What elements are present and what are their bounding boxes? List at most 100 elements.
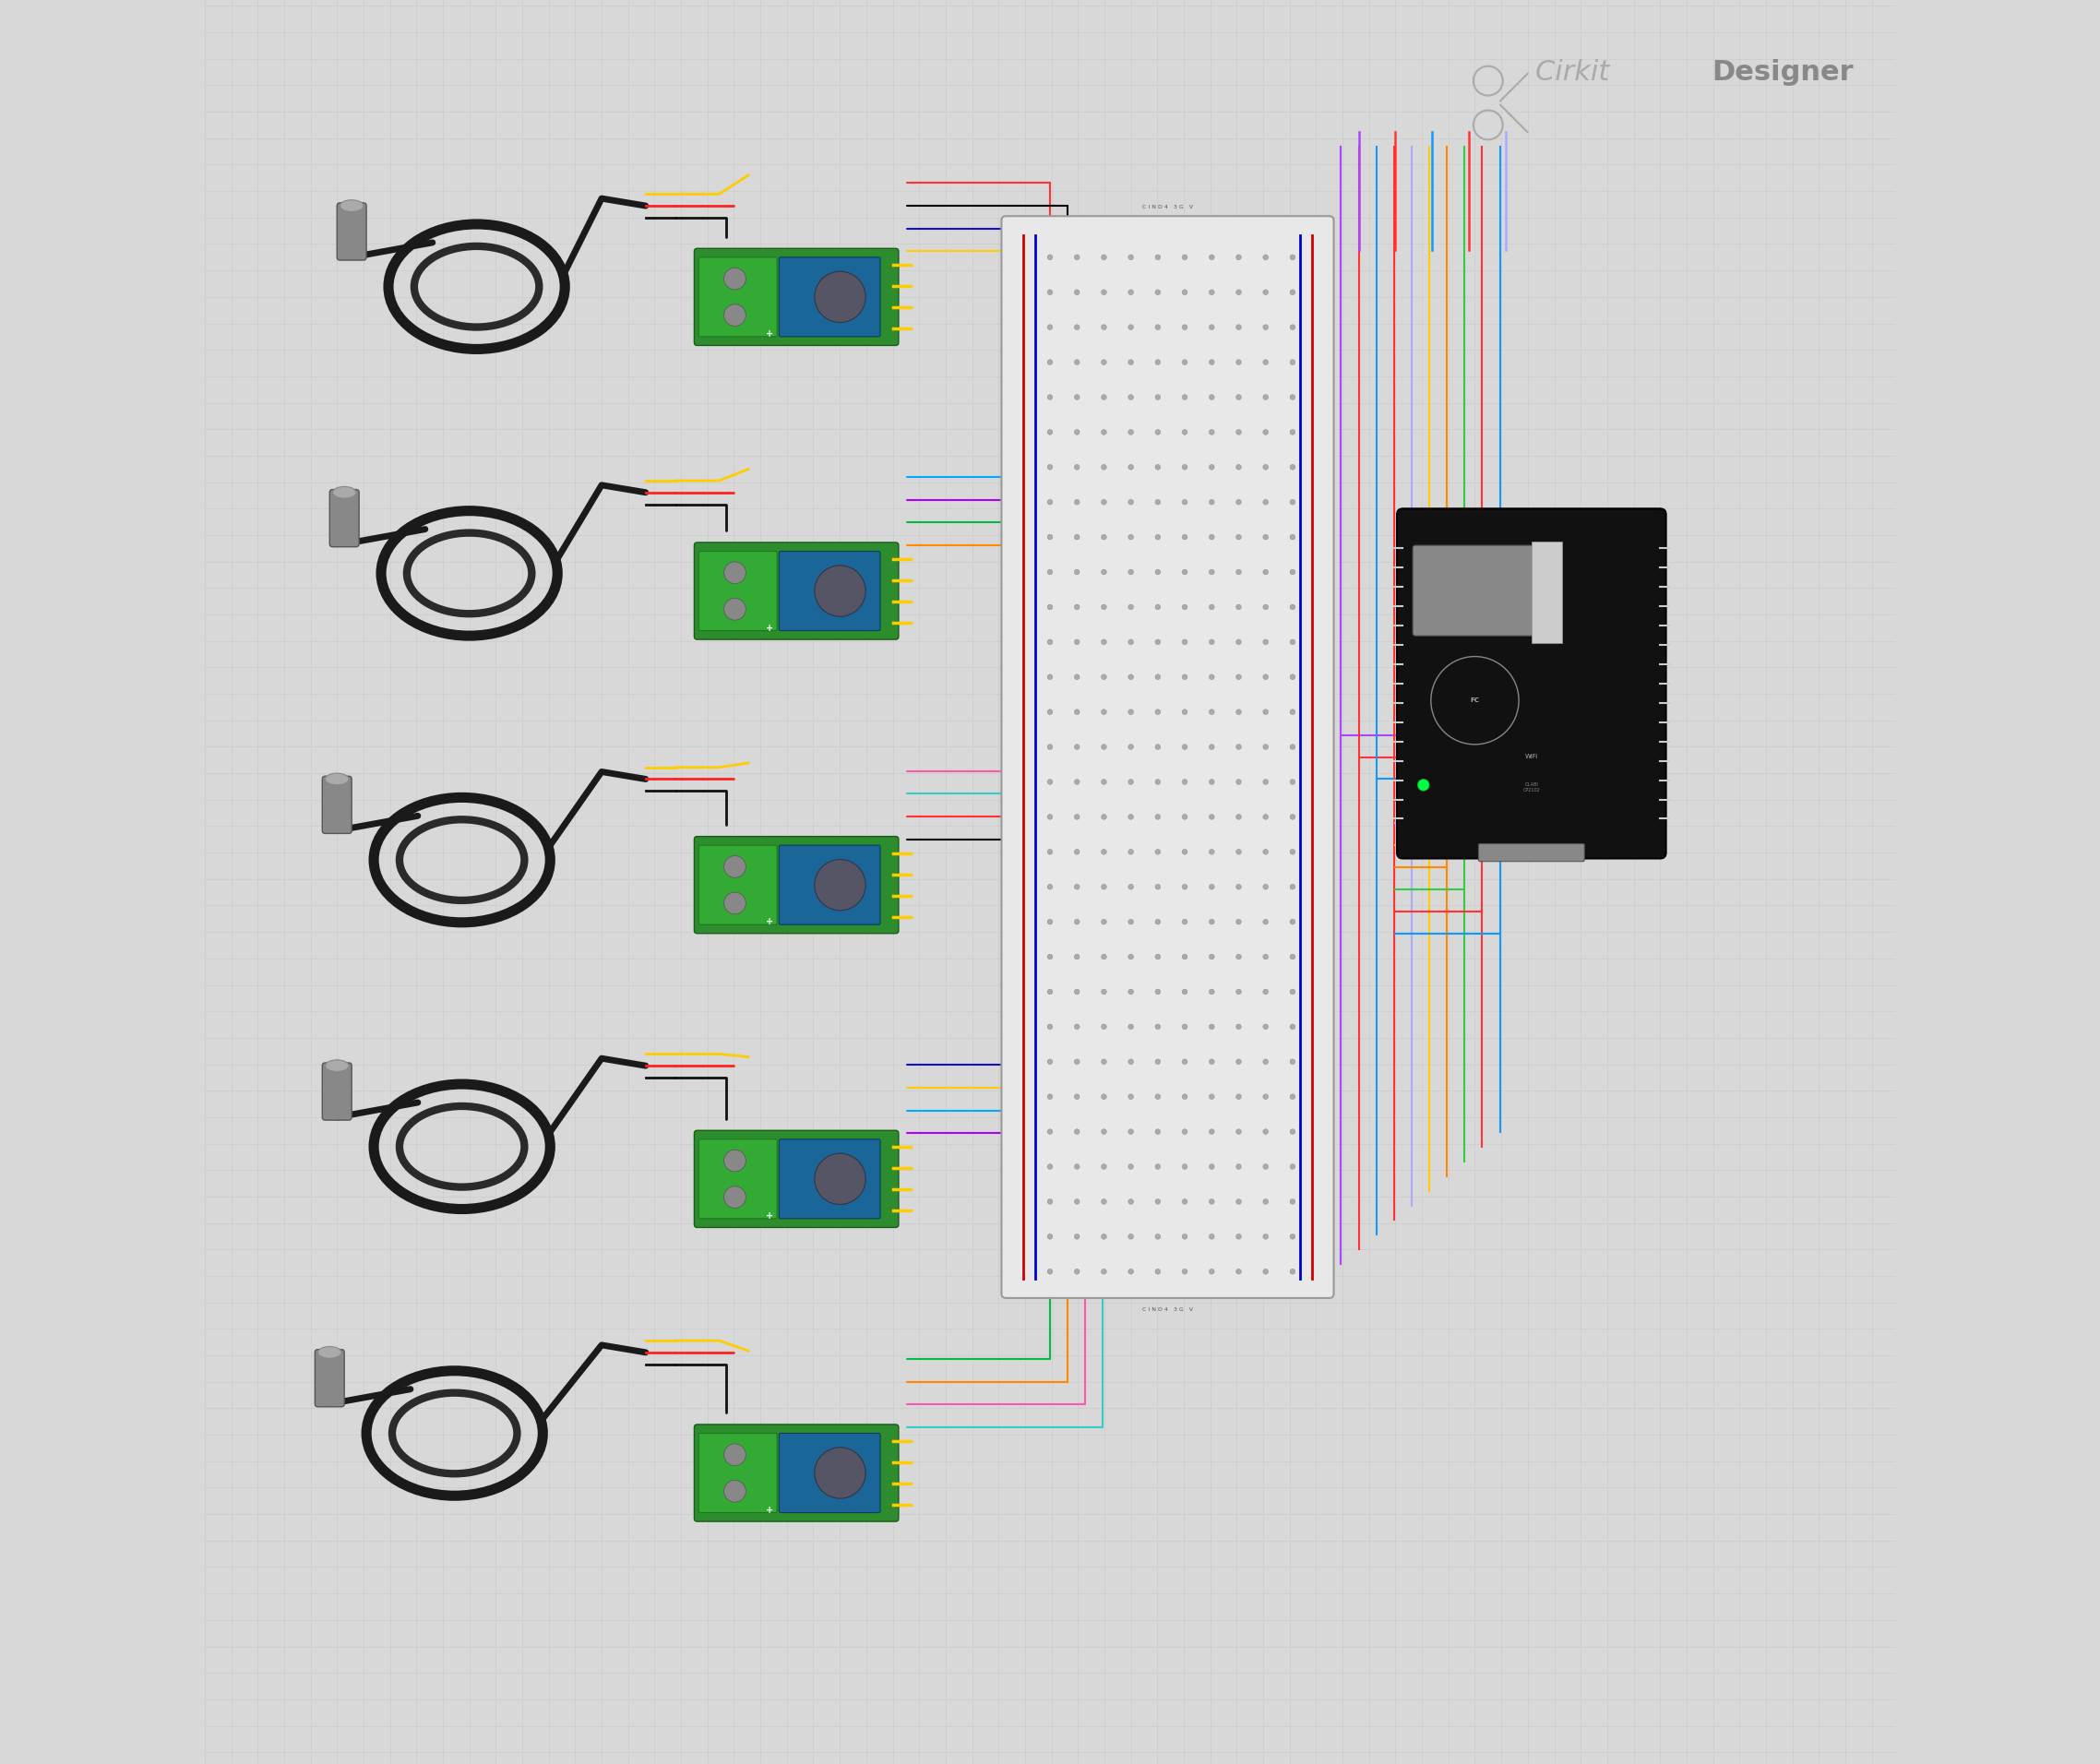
Circle shape <box>1100 1129 1107 1134</box>
Circle shape <box>1048 395 1052 400</box>
Circle shape <box>1182 1164 1186 1170</box>
Circle shape <box>1289 919 1296 924</box>
Circle shape <box>1128 815 1134 820</box>
Circle shape <box>1155 1025 1161 1030</box>
FancyBboxPatch shape <box>1397 508 1665 859</box>
Circle shape <box>1289 990 1296 995</box>
Circle shape <box>1262 360 1268 365</box>
Circle shape <box>1075 605 1079 610</box>
Circle shape <box>1182 534 1186 540</box>
Circle shape <box>1155 815 1161 820</box>
Circle shape <box>1289 884 1296 889</box>
Circle shape <box>1262 289 1268 295</box>
Circle shape <box>1210 639 1214 644</box>
Circle shape <box>1262 429 1268 434</box>
Circle shape <box>815 1154 865 1205</box>
Circle shape <box>1075 1268 1079 1274</box>
Circle shape <box>1182 1268 1186 1274</box>
FancyBboxPatch shape <box>699 1432 777 1514</box>
Circle shape <box>1210 1164 1214 1170</box>
Circle shape <box>1262 570 1268 575</box>
Circle shape <box>1128 360 1134 365</box>
Circle shape <box>1048 325 1052 330</box>
Circle shape <box>1128 919 1134 924</box>
Circle shape <box>1182 954 1186 960</box>
Circle shape <box>1075 744 1079 750</box>
Circle shape <box>1075 1058 1079 1064</box>
Circle shape <box>1155 429 1161 434</box>
Circle shape <box>1289 254 1296 259</box>
Circle shape <box>1128 254 1134 259</box>
Circle shape <box>1048 780 1052 785</box>
Circle shape <box>1262 1058 1268 1064</box>
Circle shape <box>1155 1164 1161 1170</box>
Circle shape <box>1182 848 1186 854</box>
Circle shape <box>815 1448 865 1498</box>
Circle shape <box>1075 884 1079 889</box>
Circle shape <box>1289 325 1296 330</box>
Circle shape <box>1155 1200 1161 1205</box>
Circle shape <box>1289 1025 1296 1030</box>
Ellipse shape <box>317 1346 342 1358</box>
Circle shape <box>1100 464 1107 469</box>
Circle shape <box>1210 1200 1214 1205</box>
Circle shape <box>1182 919 1186 924</box>
Circle shape <box>1289 1164 1296 1170</box>
Circle shape <box>1128 1164 1134 1170</box>
FancyBboxPatch shape <box>695 1425 899 1521</box>
Ellipse shape <box>326 773 349 785</box>
Circle shape <box>1128 744 1134 750</box>
Circle shape <box>1155 395 1161 400</box>
Circle shape <box>1210 325 1214 330</box>
Circle shape <box>1155 499 1161 505</box>
Text: +: + <box>766 330 773 339</box>
Circle shape <box>1182 884 1186 889</box>
Circle shape <box>1100 1094 1107 1099</box>
Circle shape <box>1100 709 1107 714</box>
Circle shape <box>1262 464 1268 469</box>
Circle shape <box>1262 254 1268 259</box>
Circle shape <box>1237 780 1241 785</box>
Ellipse shape <box>326 1060 349 1073</box>
Circle shape <box>1182 990 1186 995</box>
Circle shape <box>1237 744 1241 750</box>
Circle shape <box>1155 534 1161 540</box>
Circle shape <box>1048 1235 1052 1240</box>
Circle shape <box>1210 1058 1214 1064</box>
Circle shape <box>1100 815 1107 820</box>
Circle shape <box>1210 395 1214 400</box>
Circle shape <box>1237 395 1241 400</box>
Circle shape <box>1289 570 1296 575</box>
Circle shape <box>1048 464 1052 469</box>
Circle shape <box>1289 360 1296 365</box>
Circle shape <box>815 859 865 910</box>
Text: FC: FC <box>1470 699 1478 704</box>
Circle shape <box>1210 464 1214 469</box>
Circle shape <box>1210 605 1214 610</box>
Circle shape <box>1048 1058 1052 1064</box>
Circle shape <box>1262 674 1268 679</box>
Circle shape <box>1262 499 1268 505</box>
Ellipse shape <box>340 199 363 212</box>
Circle shape <box>724 268 745 289</box>
Circle shape <box>1100 990 1107 995</box>
Circle shape <box>1210 1268 1214 1274</box>
FancyBboxPatch shape <box>695 1131 899 1228</box>
Circle shape <box>1262 534 1268 540</box>
Circle shape <box>1048 1094 1052 1099</box>
Circle shape <box>1182 1025 1186 1030</box>
Circle shape <box>1128 848 1134 854</box>
Circle shape <box>1100 429 1107 434</box>
Circle shape <box>1048 429 1052 434</box>
Circle shape <box>1100 1058 1107 1064</box>
Circle shape <box>1289 848 1296 854</box>
Circle shape <box>1128 639 1134 644</box>
Circle shape <box>1210 674 1214 679</box>
Circle shape <box>1237 429 1241 434</box>
Circle shape <box>1182 464 1186 469</box>
Circle shape <box>1075 325 1079 330</box>
Circle shape <box>1048 674 1052 679</box>
Circle shape <box>1048 1200 1052 1205</box>
Circle shape <box>1048 570 1052 575</box>
Circle shape <box>1075 534 1079 540</box>
